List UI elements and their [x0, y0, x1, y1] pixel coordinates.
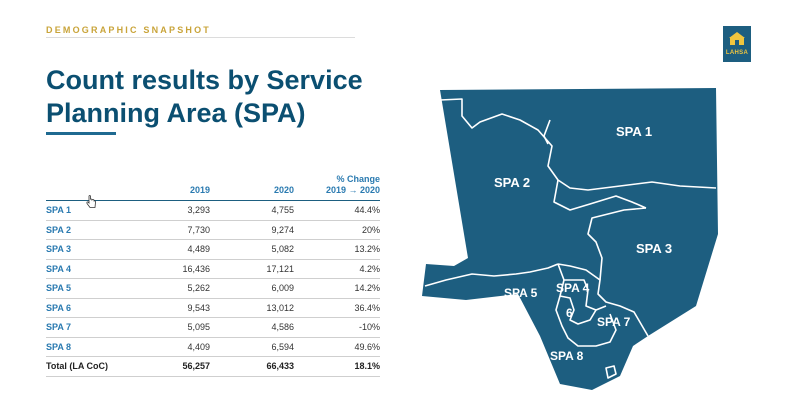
row-label: SPA 3: [46, 244, 72, 255]
cell-2019: 9,543: [187, 302, 210, 313]
header-2020: 2020: [273, 185, 294, 195]
table-row: SPA 1 3,293 4,755 44.4%: [46, 201, 380, 220]
row-label: Total (LA CoC): [46, 361, 108, 372]
cell-change: 18.1%: [354, 361, 380, 372]
map-label-spa1: SPA 1: [616, 124, 652, 139]
table-header-row: 2019 2020 % Change 2019 → 2020: [46, 174, 380, 201]
table-row: SPA 4 16,436 17,121 4.2%: [46, 259, 380, 279]
cell-2020: 66,433: [266, 361, 294, 372]
cell-change: 13.2%: [354, 244, 380, 255]
row-label: SPA 1: [46, 205, 72, 216]
logo-wordmark: LAHSA: [725, 50, 749, 56]
eyebrow-divider: [46, 37, 355, 38]
row-label: SPA 4: [46, 263, 72, 274]
table-row: SPA 7 5,095 4,586 -10%: [46, 318, 380, 337]
table-row: SPA 2 7,730 9,274 20%: [46, 220, 380, 240]
spa-map: SPA 1 SPA 2 SPA 3 SPA 4 SPA 5 6 SPA 7 SP…: [422, 88, 718, 390]
cell-2019: 16,436: [182, 263, 210, 274]
cell-2019: 5,095: [187, 322, 210, 333]
cell-change: 20%: [361, 224, 380, 235]
row-label: SPA 5: [46, 283, 72, 294]
cell-2019: 4,409: [187, 341, 210, 352]
cell-change: 14.2%: [354, 283, 380, 294]
map-label-spa6: 6: [566, 306, 573, 320]
header-2019: 2019: [189, 185, 210, 195]
logo-emblem-icon: [729, 32, 745, 45]
map-label-spa2: SPA 2: [494, 175, 530, 190]
cell-2020: 17,121: [266, 263, 294, 274]
table-row: SPA 6 9,543 13,012 36.4%: [46, 298, 380, 318]
cell-2020: 6,594: [271, 341, 294, 352]
cell-2019: 5,262: [187, 283, 210, 294]
row-label: SPA 8: [46, 341, 72, 352]
map-label-spa3: SPA 3: [636, 241, 672, 256]
cell-2020: 5,082: [271, 244, 294, 255]
cell-2020: 4,586: [271, 322, 294, 333]
cell-2020: 4,755: [271, 205, 294, 216]
cell-change: 4.2%: [359, 263, 380, 274]
hand-cursor-icon: [86, 195, 96, 208]
cell-2020: 6,009: [271, 283, 294, 294]
cell-change: 49.6%: [354, 341, 380, 352]
table-row: SPA 3 4,489 5,082 13.2%: [46, 240, 380, 259]
cell-2019: 56,257: [182, 361, 210, 372]
cell-2019: 7,730: [187, 224, 210, 235]
lahsa-logo: LAHSA: [723, 26, 751, 62]
header-change: % Change 2019 → 2020: [325, 174, 380, 195]
section-eyebrow: DEMOGRAPHIC SNAPSHOT: [46, 25, 212, 35]
map-label-spa8: SPA 8: [550, 349, 584, 363]
map-label-spa7: SPA 7: [597, 315, 631, 329]
spa-labels: SPA 1 SPA 2 SPA 3 SPA 4 SPA 5 6 SPA 7 SP…: [494, 124, 672, 363]
title-underline: [46, 132, 116, 135]
spa-boundaries: [424, 98, 717, 379]
row-label: SPA 6: [46, 302, 72, 313]
cell-2020: 13,012: [266, 302, 294, 313]
map-label-spa4: SPA 4: [556, 281, 590, 295]
cell-2019: 3,293: [187, 205, 210, 216]
cell-2020: 9,274: [271, 224, 294, 235]
map-label-spa5: SPA 5: [504, 286, 538, 300]
table-row: SPA 8 4,409 6,594 49.6%: [46, 337, 380, 357]
cell-change: 36.4%: [354, 302, 380, 313]
cell-change: -10%: [358, 322, 380, 333]
table-total-row: Total (LA CoC) 56,257 66,433 18.1%: [46, 357, 380, 376]
table-row: SPA 5 5,262 6,009 14.2%: [46, 279, 380, 298]
count-results-table: 2019 2020 % Change 2019 → 2020 SPA 1 3,29…: [46, 174, 380, 377]
cell-change: 44.4%: [354, 205, 380, 216]
row-label: SPA 2: [46, 224, 72, 235]
la-county-shape: [422, 88, 718, 390]
row-label: SPA 7: [46, 322, 72, 333]
cell-2019: 4,489: [187, 244, 210, 255]
page-title: Count results by Service Planning Area (…: [46, 65, 363, 128]
